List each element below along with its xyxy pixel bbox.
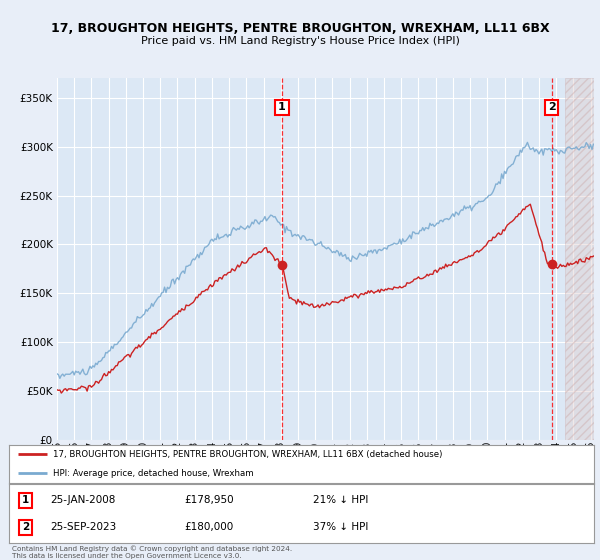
Text: 17, BROUGHTON HEIGHTS, PENTRE BROUGHTON, WREXHAM, LL11 6BX (detached house): 17, BROUGHTON HEIGHTS, PENTRE BROUGHTON,…: [53, 450, 442, 459]
Text: £178,950: £178,950: [185, 495, 234, 505]
Text: 1: 1: [278, 102, 286, 113]
Text: 37% ↓ HPI: 37% ↓ HPI: [313, 522, 368, 533]
Text: £180,000: £180,000: [185, 522, 234, 533]
Text: 25-JAN-2008: 25-JAN-2008: [50, 495, 115, 505]
Text: 25-SEP-2023: 25-SEP-2023: [50, 522, 116, 533]
Text: Contains HM Land Registry data © Crown copyright and database right 2024.
This d: Contains HM Land Registry data © Crown c…: [12, 545, 292, 558]
Text: HPI: Average price, detached house, Wrexham: HPI: Average price, detached house, Wrex…: [53, 469, 254, 478]
Text: 21% ↓ HPI: 21% ↓ HPI: [313, 495, 368, 505]
Text: Price paid vs. HM Land Registry's House Price Index (HPI): Price paid vs. HM Land Registry's House …: [140, 36, 460, 46]
Bar: [565, 78, 594, 440]
Text: 2: 2: [548, 102, 556, 113]
Text: 2: 2: [22, 522, 29, 533]
Text: 1: 1: [22, 495, 29, 505]
Text: 17, BROUGHTON HEIGHTS, PENTRE BROUGHTON, WREXHAM, LL11 6BX: 17, BROUGHTON HEIGHTS, PENTRE BROUGHTON,…: [50, 22, 550, 35]
